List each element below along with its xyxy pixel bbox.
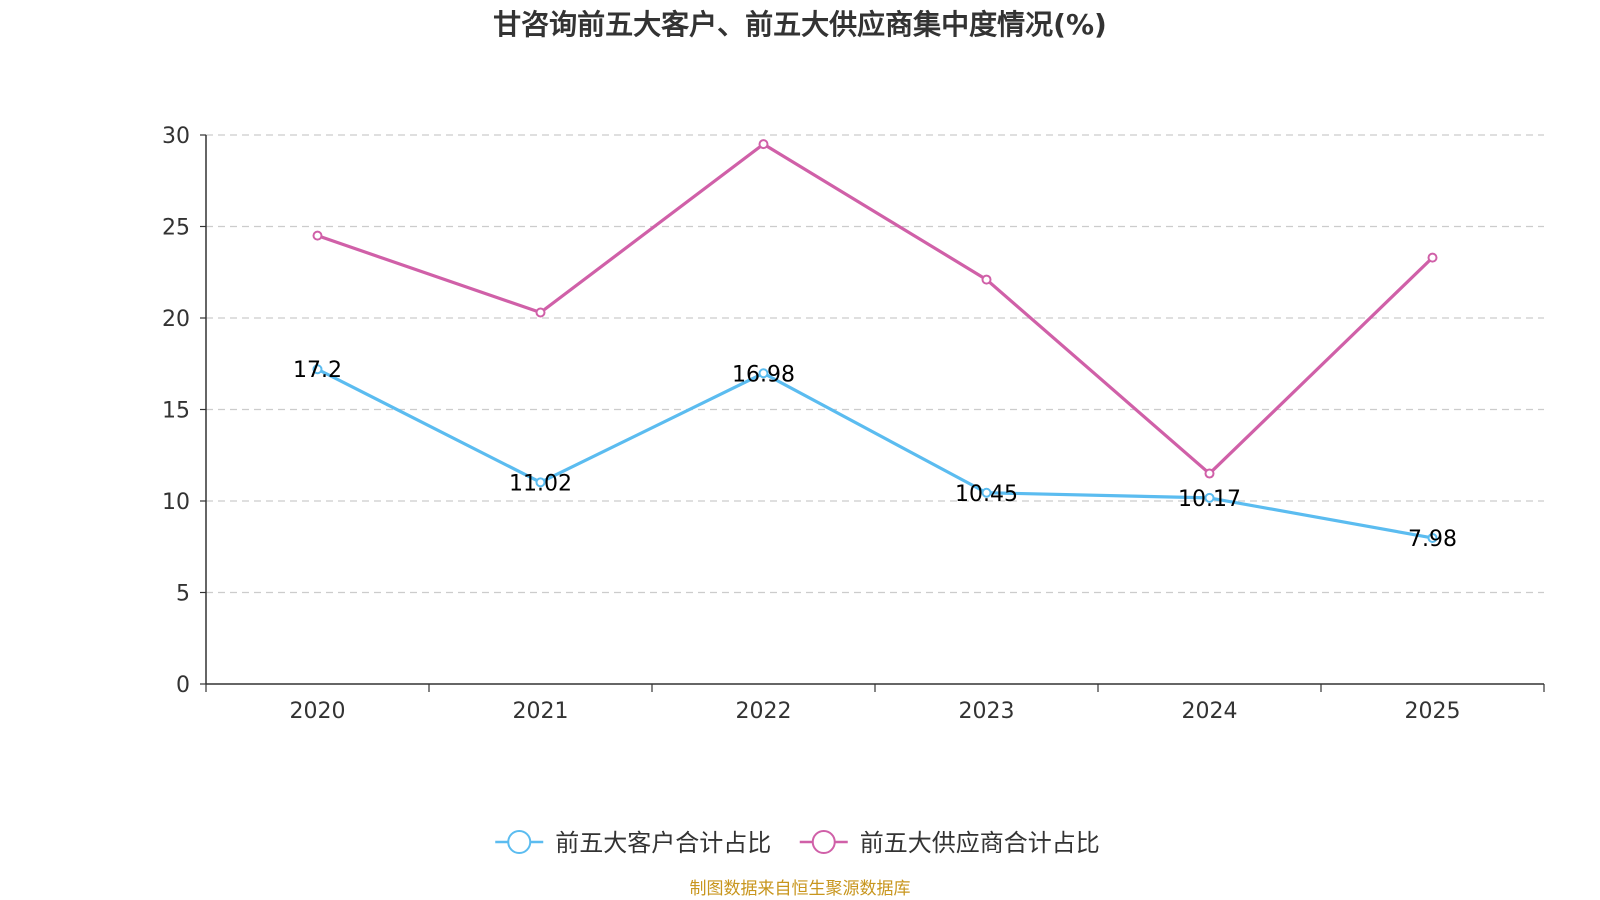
data-label: 16.98 — [732, 362, 795, 387]
data-label: 11.02 — [509, 471, 572, 496]
data-point[interactable] — [314, 232, 322, 240]
data-labels: 17.2 11.02 16.98 10.45 10.17 7.98 — [293, 358, 1457, 552]
data-point[interactable] — [537, 309, 545, 317]
y-tick-label: 30 — [162, 124, 190, 149]
legend-label: 前五大客户合计占比 — [555, 829, 771, 857]
y-tick-label: 20 — [162, 307, 190, 332]
series-line-1 — [318, 369, 1433, 538]
x-tick-label: 2023 — [959, 699, 1015, 724]
y-tick-label: 0 — [176, 673, 190, 698]
data-label: 7.98 — [1408, 527, 1457, 552]
x-tick-label: 2022 — [736, 699, 792, 724]
source-note: 制图数据来自恒生聚源数据库 — [690, 879, 911, 899]
data-point[interactable] — [1206, 470, 1214, 478]
chart-title: 甘咨询前五大客户、前五大供应商集中度情况(%) — [493, 8, 1107, 41]
chart-container: 甘咨询前五大客户、前五大供应商集中度情况(%) 0 5 10 15 20 25 30 2020… — [0, 0, 1600, 900]
legend-marker — [508, 831, 530, 853]
x-tick-label: 2025 — [1405, 699, 1461, 724]
x-tick-label: 2021 — [513, 699, 569, 724]
series-lines — [314, 140, 1437, 542]
grid-lines — [206, 135, 1544, 593]
y-tick-label: 10 — [162, 490, 190, 515]
y-tick-label: 15 — [162, 399, 190, 424]
line-chart: 甘咨询前五大客户、前五大供应商集中度情况(%) 0510152025302020… — [0, 0, 1600, 900]
legend-item-1[interactable]: 前五大客户合计占比 — [495, 829, 771, 857]
y-tick-label: 5 — [176, 582, 190, 607]
data-label: 10.17 — [1178, 487, 1241, 512]
data-point[interactable] — [1429, 254, 1437, 262]
data-label: 17.2 — [293, 358, 342, 383]
legend-item-2[interactable]: 前五大供应商合计占比 — [800, 829, 1100, 857]
legend[interactable]: 前五大客户合计占比 前五大供应商合计占比 — [495, 829, 1100, 857]
data-point[interactable] — [983, 276, 991, 284]
x-tick-label: 2020 — [290, 699, 346, 724]
data-label: 10.45 — [955, 482, 1018, 507]
legend-marker — [813, 831, 835, 853]
x-tick-label: 2024 — [1182, 699, 1238, 724]
series-line-2 — [318, 144, 1433, 473]
legend-label: 前五大供应商合计占比 — [860, 829, 1100, 857]
data-point[interactable] — [760, 140, 768, 148]
y-tick-label: 25 — [162, 216, 190, 241]
